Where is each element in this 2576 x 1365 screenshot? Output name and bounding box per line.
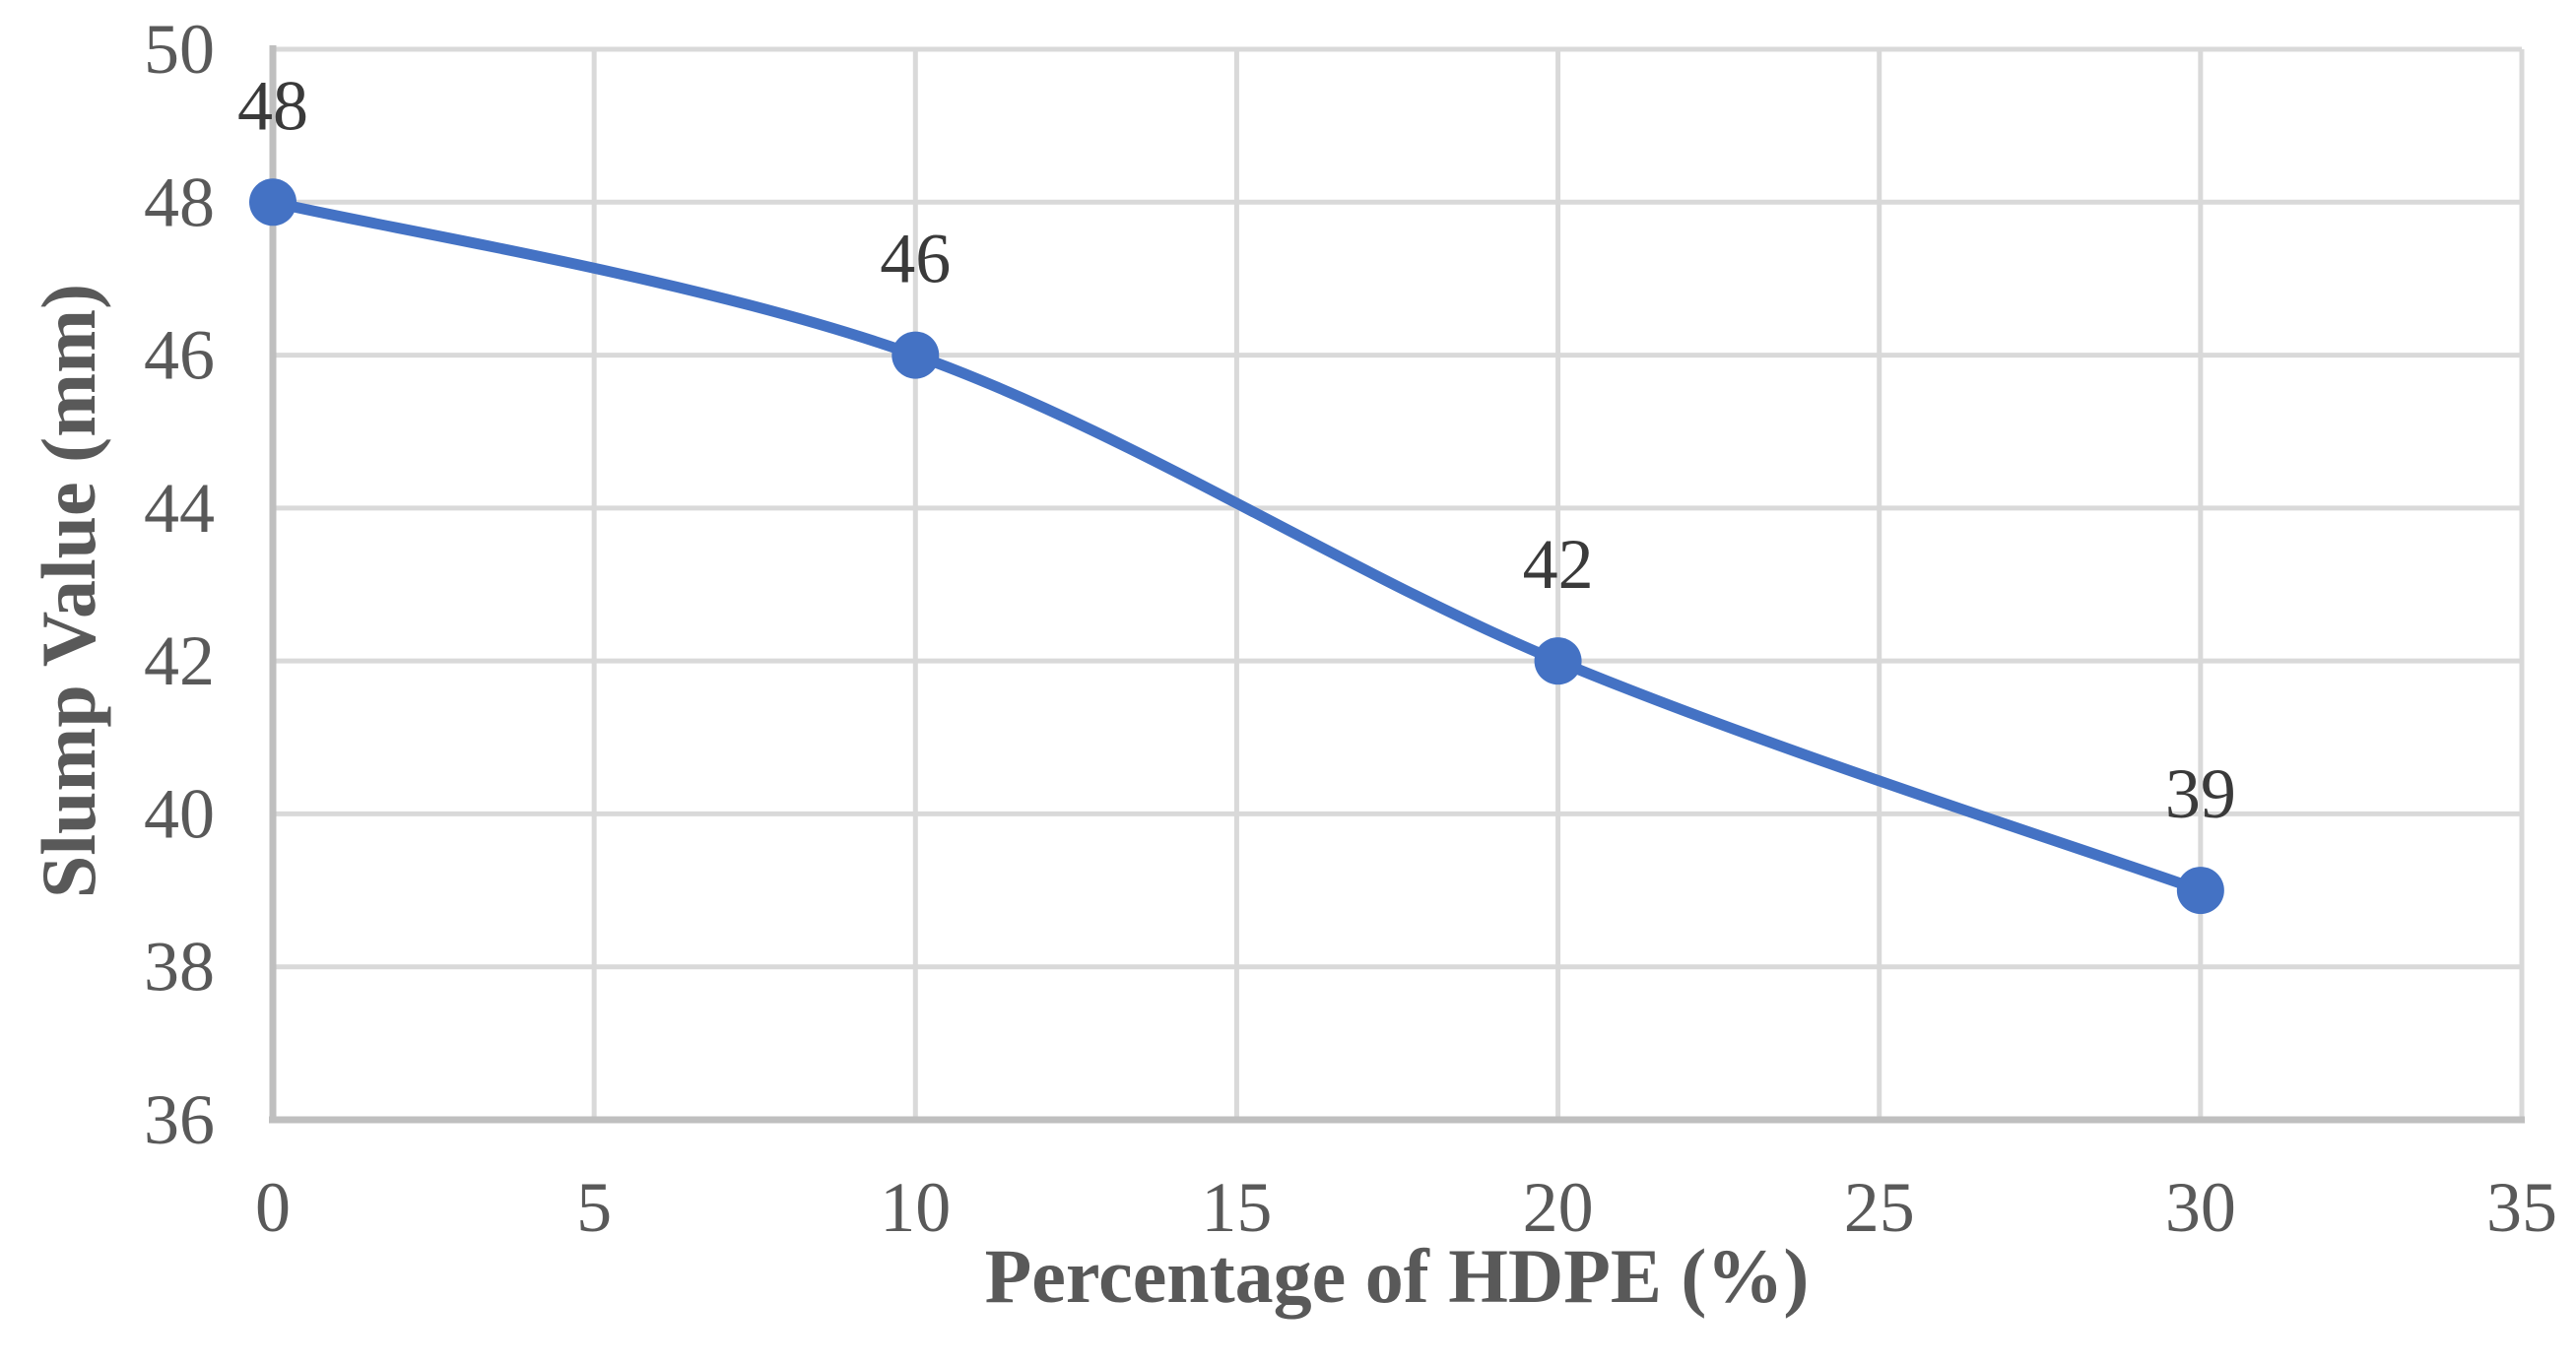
data-label-39: 39 [2165, 754, 2236, 833]
series-line [267, 196, 2207, 896]
x-tick-label-30: 30 [2165, 1168, 2236, 1247]
y-axis-title: Slump Value (mm) [26, 284, 111, 898]
y-tick-label-50: 50 [144, 10, 215, 89]
data-point-markers [249, 178, 2224, 915]
x-tick-label-15: 15 [1201, 1168, 1272, 1247]
x-tick-label-0: 0 [255, 1168, 291, 1247]
y-tick-label-38: 38 [144, 928, 215, 1007]
y-tick-label-40: 40 [144, 774, 215, 853]
x-tick-label-25: 25 [1844, 1168, 1915, 1247]
y-tick-label-46: 46 [144, 316, 215, 395]
data-label-48: 48 [237, 66, 308, 145]
y-tick-label-36: 36 [144, 1080, 215, 1159]
data-point-0-48 [249, 178, 297, 227]
data-labels: 48 46 42 39 [237, 66, 2236, 833]
x-axis-tick-labels: 0 5 10 15 20 25 30 35 [255, 1168, 2557, 1247]
data-point-30-39 [2176, 867, 2224, 915]
x-tick-label-35: 35 [2486, 1168, 2557, 1247]
x-tick-label-10: 10 [880, 1168, 951, 1247]
data-point-20-42 [1534, 637, 1582, 685]
data-label-46: 46 [880, 220, 951, 298]
y-tick-label-48: 48 [144, 162, 215, 241]
gridlines [270, 46, 2525, 1123]
data-point-10-46 [892, 331, 940, 379]
y-tick-label-44: 44 [144, 469, 215, 548]
y-tick-label-42: 42 [144, 621, 215, 700]
data-label-42: 42 [1523, 525, 1594, 604]
x-tick-label-5: 5 [576, 1168, 612, 1247]
series [267, 196, 2207, 896]
x-tick-label-20: 20 [1523, 1168, 1594, 1247]
x-axis-title: Percentage of HDPE (%) [985, 1233, 1810, 1319]
y-axis-tick-labels: 36 38 40 42 44 46 48 50 [144, 10, 215, 1159]
